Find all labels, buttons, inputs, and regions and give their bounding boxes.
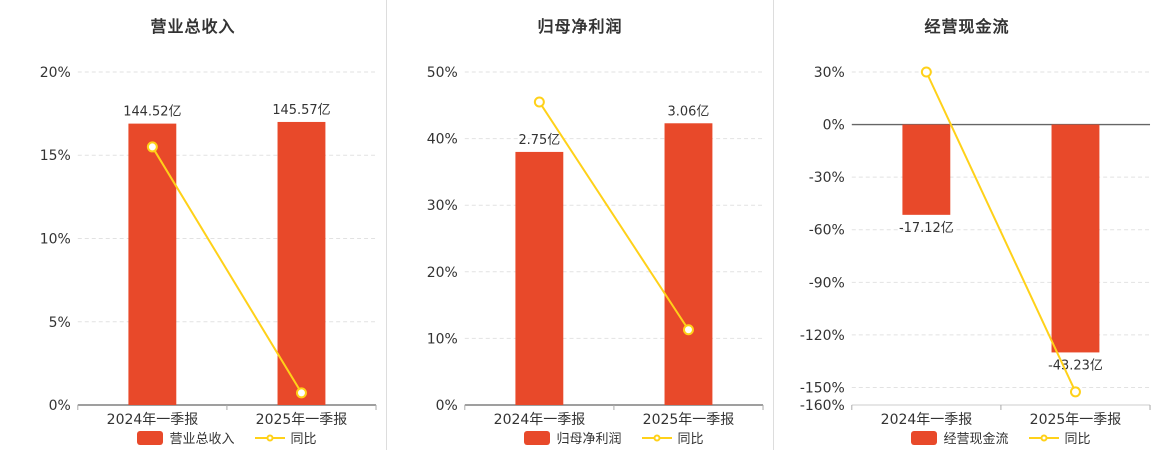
x-axis-label: 2025年一季报 [255,412,348,428]
bar-value-label: -17.12亿 [899,221,954,236]
x-axis-labels: 2024年一季报 2025年一季报 [852,409,1150,429]
bar-2024年一季报[interactable] [128,123,177,406]
line-swatch-icon [1028,434,1059,441]
x-axis-label: 2025年一季报 [1029,412,1122,428]
x-axis-labels: 2024年一季报 2025年一季报 [465,409,763,429]
yoy-marker[interactable] [146,141,158,153]
y-tick-label: 20% [427,265,458,281]
net-profit-chart-plot: 0% 10% 20% 30% 40% 50% 2.75亿 3.06亿 [427,65,764,414]
line-swatch-icon [254,434,285,441]
bar-swatch-icon [524,430,551,445]
y-tick-label: 50% [427,65,458,81]
y-tick-label: -120% [800,328,845,344]
bar-value-label: 145.57亿 [272,103,330,118]
yoy-marker[interactable] [533,96,545,108]
bar-2025年一季报[interactable] [664,123,713,406]
bar-value-label: -43.23亿 [1048,358,1103,373]
legend: 营业总收入 同比 [78,428,376,447]
cashflow-chart-plot: 30% 0% -30% -60% -90% -120% -150% -160% -17.12亿 -… [800,65,1151,414]
x-axis-label: 2025年一季报 [642,412,735,428]
legend-item-line[interactable]: 同比 [1028,428,1091,447]
revenue-chart-plot: 0% 5% 10% 15% 20% 144.52亿 145.57亿 [40,65,377,414]
y-tick-label: -60% [809,223,845,239]
y-tick-label: 0% [49,398,71,414]
legend-label: 同比 [290,432,317,447]
x-axis-label: 2024年一季报 [106,412,199,428]
x-axis-label: 2024年一季报 [493,412,586,428]
legend-item-bars[interactable]: 经营现金流 [911,428,1009,447]
y-tick-label: 10% [40,231,71,247]
line-swatch-icon [641,434,672,441]
y-tick-label: 5% [49,315,71,331]
bar-2024年一季报[interactable] [902,124,951,215]
y-tick-label: 0% [823,118,845,134]
bar-value-label: 144.52亿 [123,105,181,120]
y-tick-label: 10% [427,331,458,347]
yoy-line [538,101,690,331]
y-tick-label: -30% [809,170,845,186]
bar-value-label: 2.75亿 [518,133,560,148]
legend-label: 归母净利润 [556,432,622,447]
yoy-line [151,146,303,394]
chart-title: 营业总收入 [150,17,236,36]
legend-label: 同比 [1064,432,1091,447]
legend-item-line[interactable]: 同比 [641,428,704,447]
y-tick-label: 40% [427,132,458,148]
line-marker-icon [1040,434,1047,441]
chart-panel-operating-cashflow: 30% 0% -30% -60% -90% -120% -150% -160% -17.12亿 -… [774,0,1160,450]
legend-label: 经营现金流 [943,432,1009,447]
y-tick-label: 30% [814,65,845,81]
yoy-marker[interactable] [682,324,694,336]
legend-label: 同比 [677,432,704,447]
yoy-marker[interactable] [295,387,307,399]
chart-title: 归母净利润 [537,17,623,36]
y-tick-label: -90% [809,275,845,291]
chart-panel-total-revenue: 0% 5% 10% 15% 20% 144.52亿 145.57亿 营业总收入 2024年一… [0,0,387,450]
legend: 经营现金流 同比 [852,428,1150,447]
legend-item-bars[interactable]: 营业总收入 [137,428,235,447]
legend: 归母净利润 同比 [465,428,763,447]
yoy-marker[interactable] [1069,386,1081,398]
bar-value-label: 3.06亿 [668,104,710,119]
bar-swatch-icon [911,430,938,445]
chart-title: 经营现金流 [924,17,1010,36]
yoy-line [925,71,1077,393]
y-tick-label: -160% [800,398,845,414]
x-axis-label: 2024年一季报 [880,412,973,428]
legend-item-line[interactable]: 同比 [254,428,317,447]
line-marker-icon [266,434,273,441]
y-tick-label: 20% [40,65,71,81]
y-tick-label: 15% [40,148,71,164]
chart-panel-net-profit: 0% 10% 20% 30% 40% 50% 2.75亿 3.06亿 归母净利润 2024年一… [387,0,774,450]
y-tick-label: 0% [436,398,458,414]
yoy-marker[interactable] [920,66,932,78]
bar-2025年一季报[interactable] [277,121,326,405]
y-tick-label: -150% [800,380,845,396]
line-marker-icon [653,434,660,441]
x-axis-labels: 2024年一季报 2025年一季报 [78,409,376,429]
legend-item-bars[interactable]: 归母净利润 [524,428,622,447]
bar-2025年一季报[interactable] [1051,124,1100,353]
bar-2024年一季报[interactable] [515,151,564,405]
legend-label: 营业总收入 [169,432,235,447]
y-tick-label: 30% [427,198,458,214]
bar-swatch-icon [137,430,164,445]
